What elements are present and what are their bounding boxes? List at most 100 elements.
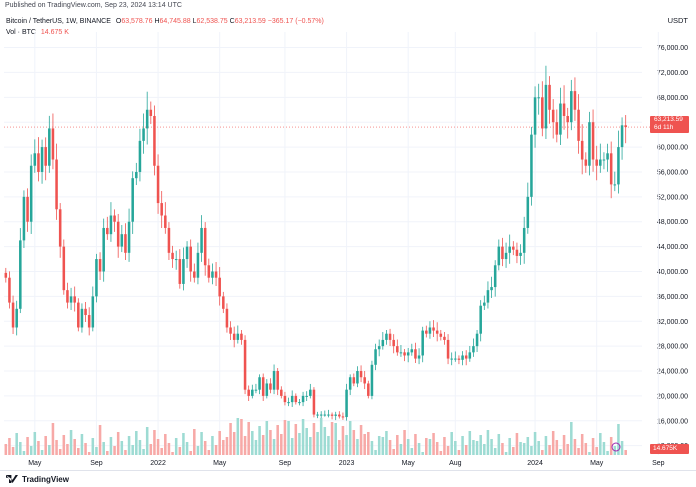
candle-body: [599, 159, 602, 166]
candle-body: [200, 227, 203, 253]
last-price-badge: 63,213.59 6d 11h: [650, 116, 689, 133]
volume-bar: [559, 449, 562, 455]
candle-body: [613, 184, 617, 186]
candle-body: [160, 203, 163, 216]
volume-bar: [178, 447, 182, 455]
volume-bar: [580, 434, 584, 455]
volume-bar: [341, 426, 345, 455]
candle-body: [530, 134, 533, 197]
volume-bar: [232, 432, 236, 455]
candle-body: [40, 147, 44, 172]
candle-body: [145, 109, 149, 129]
volume-bar: [588, 452, 591, 455]
volume-bar: [519, 442, 522, 455]
candle-body: [555, 122, 559, 135]
candle-body: [330, 414, 334, 416]
volume-bar: [160, 448, 163, 455]
volume-bar: [58, 449, 62, 455]
candle-body: [428, 327, 432, 334]
candle-body: [504, 252, 508, 260]
volume-bar: [435, 442, 439, 455]
volume-bar: [566, 444, 569, 455]
currency-label[interactable]: USDT: [667, 16, 688, 25]
candle-body: [87, 315, 91, 328]
candle-body: [566, 115, 569, 123]
volume-bar: [410, 448, 414, 455]
candle-body: [548, 84, 551, 110]
candle-body: [595, 159, 598, 166]
volume-bar: [570, 422, 573, 455]
candle-body: [77, 302, 80, 328]
volume-bar: [508, 438, 511, 455]
last-price-value: 63,213.59: [654, 116, 683, 123]
volume-bar: [414, 434, 417, 455]
x-tick-label: May: [402, 460, 416, 467]
candle-body: [164, 215, 167, 228]
volume-bar: [153, 430, 156, 455]
volume-bar: [167, 443, 171, 455]
volume-bar: [240, 419, 243, 455]
candle-body: [461, 355, 464, 360]
candle-body: [450, 358, 453, 360]
candle-body: [559, 103, 562, 135]
candle-body: [167, 227, 171, 253]
price-chart[interactable]: 12,000.0016,000.0020,000.0024,000.0028,0…: [0, 0, 696, 470]
volume-bar: [142, 449, 145, 455]
x-tick-label: 2024: [527, 460, 543, 467]
candle-body: [475, 333, 479, 347]
candle-body: [37, 153, 40, 172]
candle-body: [591, 122, 595, 160]
volume-bar: [22, 451, 26, 455]
candle-body: [584, 159, 588, 166]
candle-body: [479, 305, 482, 334]
candle-body: [580, 140, 584, 160]
volume-bar: [229, 423, 232, 455]
volume-bar: [595, 447, 598, 455]
candle-body: [58, 209, 62, 247]
volume-bar: [62, 435, 66, 455]
candle-body: [468, 352, 472, 359]
candle-body: [457, 358, 461, 360]
candle-body: [48, 128, 51, 166]
candle-body: [403, 352, 406, 356]
volume-bar: [573, 439, 577, 455]
candle-body: [142, 128, 145, 141]
candle-body: [338, 414, 341, 417]
candle-body: [356, 371, 359, 384]
volume-bar: [493, 448, 497, 455]
volume-bar: [544, 436, 548, 455]
candle-body: [236, 333, 240, 340]
candle-body: [19, 240, 22, 309]
candle-body: [80, 308, 84, 328]
symbol-title[interactable]: Bitcoin / TetherUS, 1W, BINANCE: [6, 18, 111, 25]
volume-bar: [182, 433, 185, 455]
candle-body: [240, 333, 243, 340]
candle-body: [512, 246, 515, 250]
volume-bar: [421, 452, 424, 455]
candle-body: [11, 302, 15, 328]
volume-bar: [251, 431, 254, 455]
candle-body: [55, 159, 58, 210]
volume-bar: [450, 432, 453, 455]
volume-bar: [370, 441, 374, 455]
y-tick-label: 52,000.00: [657, 194, 688, 201]
candle-body: [138, 140, 142, 172]
volume-bar: [189, 451, 192, 455]
volume-bar: [548, 445, 551, 455]
volume-bar: [537, 441, 540, 455]
volume-bar: [602, 442, 606, 455]
candle-body: [327, 414, 330, 416]
candle-body: [508, 246, 511, 253]
volume-bar: [272, 439, 276, 455]
y-tick-label: 72,000.00: [657, 70, 688, 77]
volume-bar: [374, 450, 377, 455]
candle-body: [135, 171, 138, 179]
tradingview-logo[interactable]: TradingView: [6, 475, 69, 484]
volume-bar: [479, 435, 482, 455]
candle-body: [26, 196, 29, 222]
volume-bar: [468, 431, 472, 455]
candle-body: [98, 259, 102, 272]
candle-body: [294, 395, 298, 403]
volume-bar: [51, 423, 55, 455]
high-value: 64,745.88: [159, 18, 191, 25]
